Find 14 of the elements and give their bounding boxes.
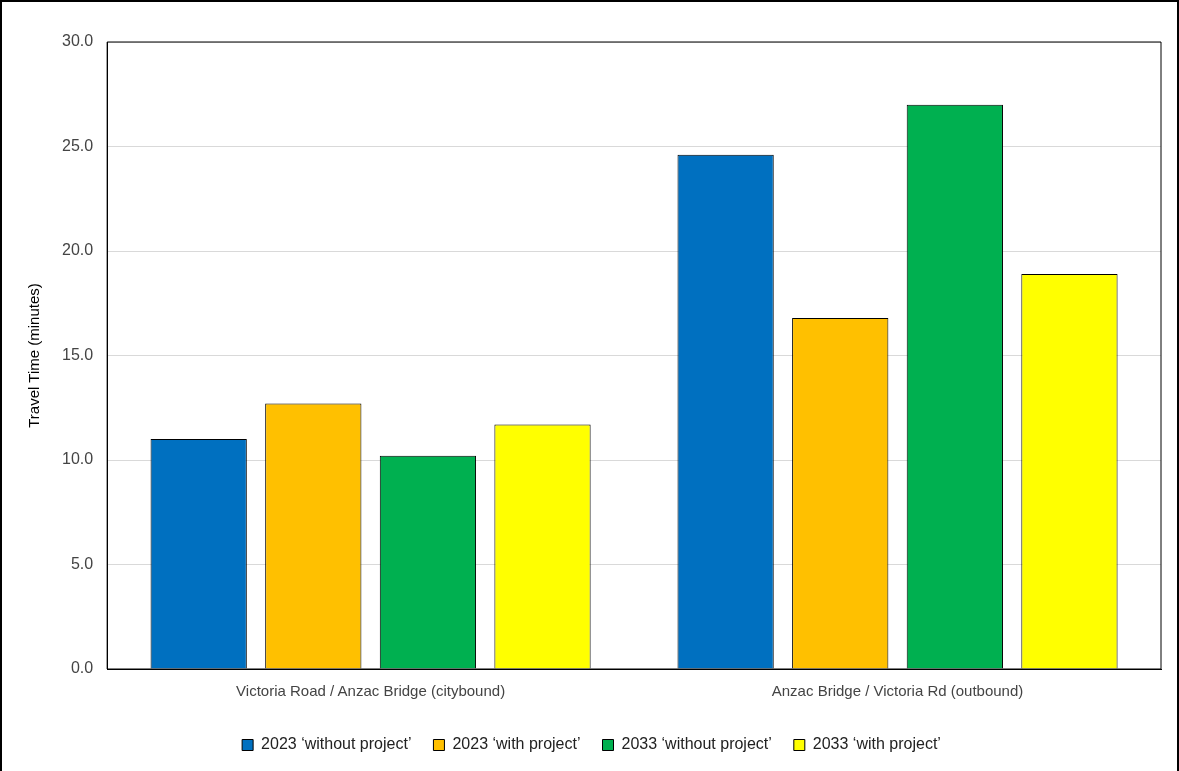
legend-label: 2033 ‘without project’ xyxy=(621,735,772,753)
y-tick-label: 5.0 xyxy=(70,554,94,572)
legend-label: 2033 ‘with project’ xyxy=(812,735,941,753)
y-tick-label: 10.0 xyxy=(62,450,94,468)
y-tick-label: 25.0 xyxy=(62,136,94,154)
legend-label: 2023 ‘without project’ xyxy=(261,735,412,753)
y-tick-label: 0.0 xyxy=(70,659,94,677)
legend-label: 2023 ‘with project’ xyxy=(452,735,581,753)
x-tick-label: Anzac Bridge / Victoria Rd (outbound) xyxy=(771,682,1024,700)
y-tick-label: 15.0 xyxy=(62,345,94,363)
y-axis-title: Travel Time (minutes) xyxy=(25,283,43,428)
x-tick-label: Victoria Road / Anzac Bridge (citybound) xyxy=(236,682,506,700)
y-tick-label: 30.0 xyxy=(62,32,94,50)
y-tick-label: 20.0 xyxy=(62,241,94,259)
